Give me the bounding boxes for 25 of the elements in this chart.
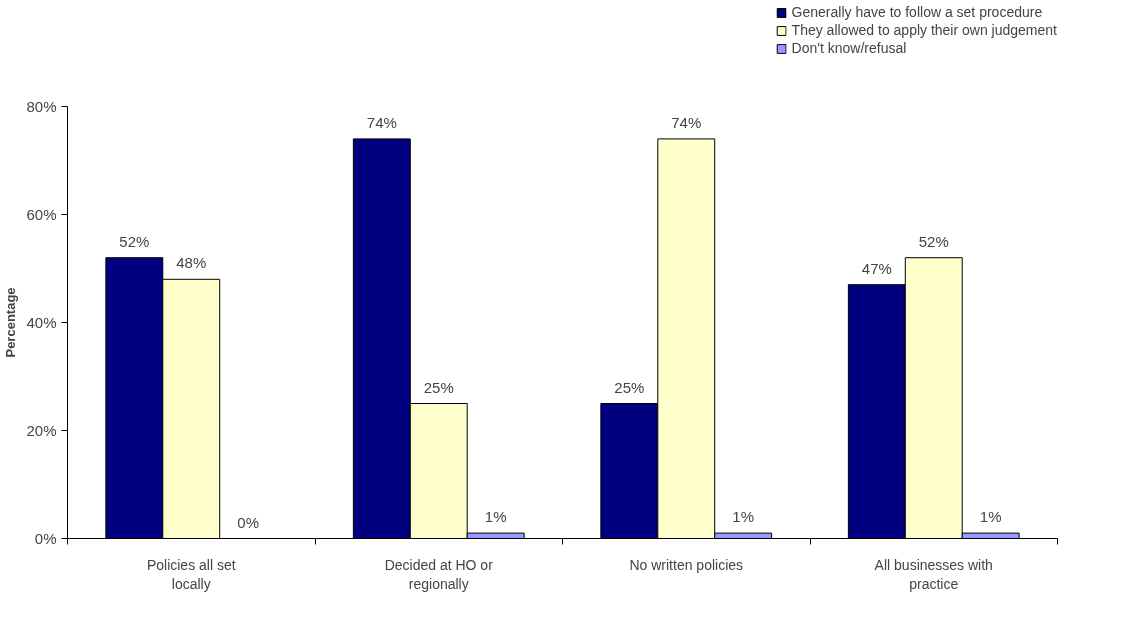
legend-label: Don't know/refusal	[791, 40, 907, 56]
data-label: 74%	[671, 113, 702, 131]
x-tick-label: All businesses with practice	[874, 556, 993, 592]
y-tick-label: 20%	[26, 422, 57, 439]
data-label: 25%	[423, 378, 454, 396]
data-label: 74%	[366, 113, 397, 131]
data-label: 1%	[979, 508, 1002, 526]
x-tick-label: Policies all set locally	[146, 556, 236, 592]
data-label: 0%	[237, 513, 260, 531]
y-tick-label: 40%	[26, 314, 57, 331]
data-label: 1%	[484, 508, 507, 526]
x-tick-label: Decided at HO or regionally	[384, 556, 494, 592]
y-tick-label: 80%	[26, 98, 57, 115]
y-tick-label: 0%	[34, 530, 57, 547]
data-label: 48%	[176, 254, 207, 272]
legend-label: Generally have to follow a set procedure	[791, 4, 1043, 20]
data-label: 25%	[614, 378, 645, 396]
legend-label: They allowed to apply their own judgement	[791, 22, 1057, 38]
data-label: 1%	[732, 508, 755, 526]
data-label: 52%	[119, 232, 150, 250]
y-tick-label: 60%	[26, 206, 57, 223]
y-axis-title: Percentage	[3, 287, 19, 358]
data-label: 47%	[861, 259, 892, 277]
data-label: 52%	[918, 232, 949, 250]
x-tick-label: No written policies	[629, 556, 744, 573]
